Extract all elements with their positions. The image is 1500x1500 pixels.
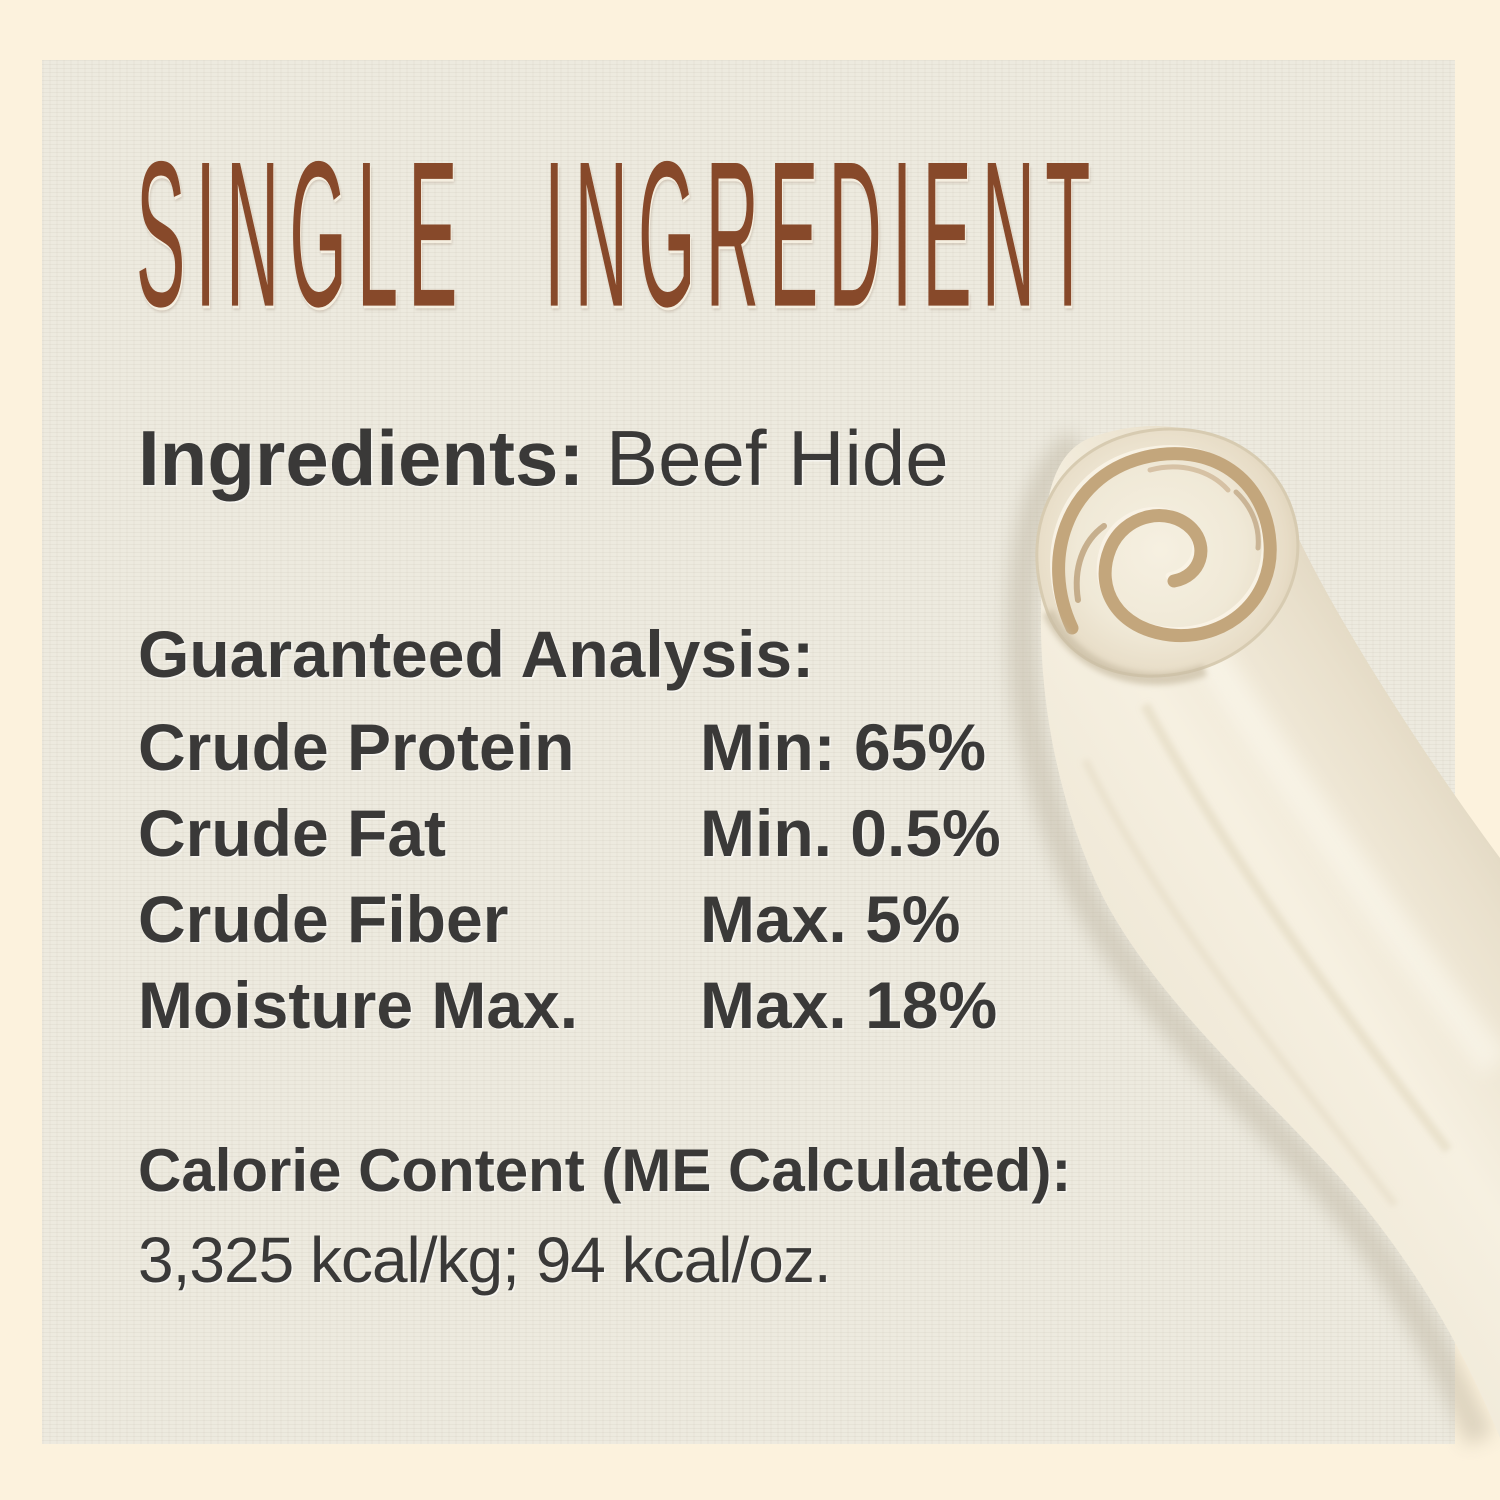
page-title: SINGLE INGREDIENT bbox=[136, 118, 1101, 351]
calorie-content-value: 3,325 kcal/kg; 94 kcal/oz. bbox=[138, 1224, 832, 1296]
analysis-label: Crude Fiber bbox=[138, 882, 509, 956]
analysis-value: Max. 5% bbox=[700, 882, 961, 956]
analysis-label: Crude Fat bbox=[138, 796, 447, 870]
guaranteed-analysis-heading: Guaranteed Analysis: bbox=[138, 617, 815, 691]
calorie-content-heading: Calorie Content (ME Calculated): bbox=[138, 1137, 1072, 1204]
analysis-value: Min: 65% bbox=[700, 710, 987, 784]
ingredients-value: Beef Hide bbox=[606, 414, 949, 502]
analysis-label: Crude Protein bbox=[138, 710, 575, 784]
ingredients-label: Ingredients: bbox=[138, 414, 585, 502]
analysis-value: Min. 0.5% bbox=[700, 796, 1001, 870]
analysis-value: Max. 18% bbox=[700, 968, 998, 1042]
ingredients-line: Ingredients: Beef Hide bbox=[138, 419, 949, 497]
analysis-label: Moisture Max. bbox=[138, 968, 579, 1042]
